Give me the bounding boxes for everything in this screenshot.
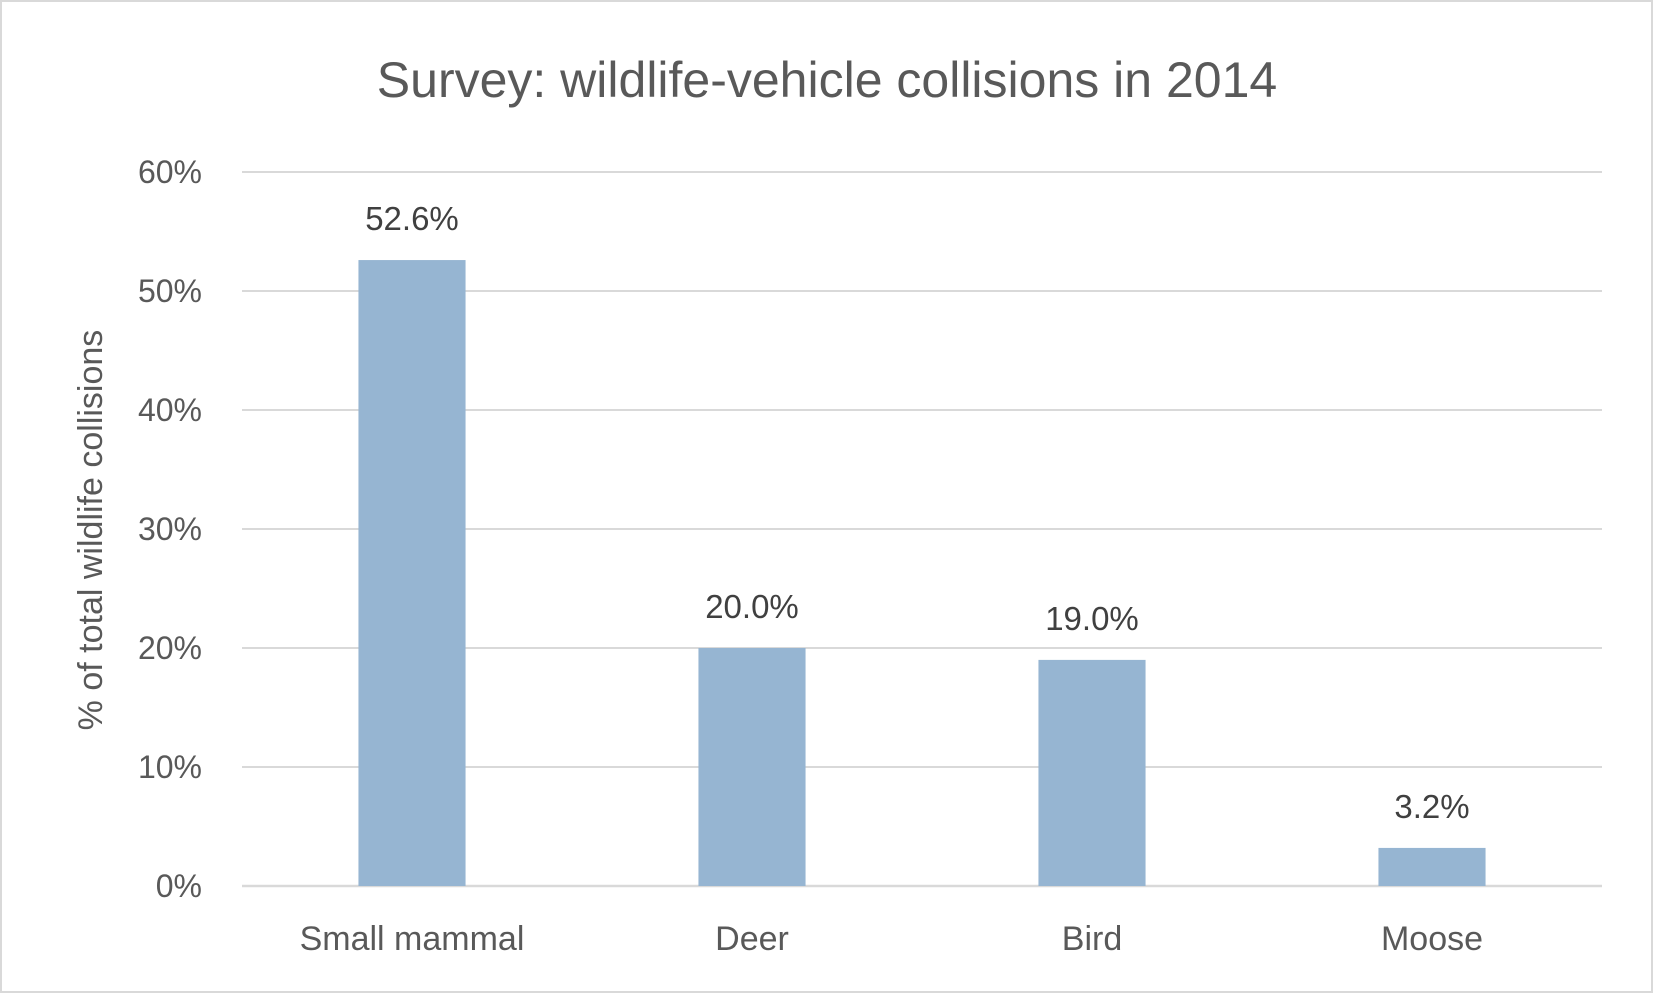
gridlines xyxy=(242,171,1602,888)
x-axis-categories: Small mammal Deer Bird Moose xyxy=(300,920,1483,958)
x-category-label: Bird xyxy=(1062,920,1122,958)
y-axis-ticks: 0% 10% 20% 30% 40% 50% 60% xyxy=(138,154,202,904)
chart-title: Survey: wildlife-vehicle collisions in 2… xyxy=(377,52,1277,108)
y-tick-label: 40% xyxy=(138,392,202,428)
bar-bird xyxy=(1038,659,1146,886)
y-tick-label: 20% xyxy=(138,630,202,666)
data-label: 52.6% xyxy=(365,200,459,237)
data-labels: 52.6% 20.0% 19.0% 3.2% xyxy=(365,200,1469,825)
bars xyxy=(358,260,1486,886)
bar-small-mammal xyxy=(358,260,466,886)
x-category-label: Deer xyxy=(715,920,789,958)
y-tick-label: 30% xyxy=(138,511,202,547)
y-tick-label: 50% xyxy=(138,273,202,309)
y-tick-label: 60% xyxy=(138,154,202,190)
x-category-label: Small mammal xyxy=(300,920,525,958)
data-label: 20.0% xyxy=(705,588,799,625)
y-axis-label: % of total wildlife collisions xyxy=(72,330,110,731)
y-tick-label: 0% xyxy=(156,868,202,904)
y-tick-label: 10% xyxy=(138,749,202,785)
bar-deer xyxy=(698,648,806,886)
data-label: 19.0% xyxy=(1045,600,1139,637)
x-category-label: Moose xyxy=(1381,920,1483,958)
data-label: 3.2% xyxy=(1394,788,1469,825)
bar-moose xyxy=(1378,847,1486,886)
